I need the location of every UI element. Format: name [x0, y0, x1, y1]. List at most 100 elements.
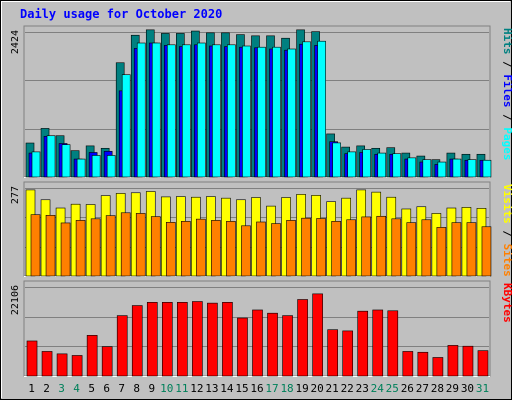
bar-hits-pages-28 — [437, 161, 447, 178]
x-tick-15: 15 — [235, 382, 248, 395]
x-tick-23: 23 — [356, 382, 369, 395]
x-tick-24: 24 — [371, 382, 385, 395]
bar-hits-pages-18 — [287, 48, 296, 178]
bar-visits-sites-23 — [361, 216, 372, 277]
bar-kbytes-kbytes-15 — [237, 317, 248, 377]
x-tick-2: 2 — [43, 382, 50, 395]
bar-visits-sites-8 — [135, 213, 146, 277]
bar-visits-sites-24 — [376, 215, 387, 277]
legend-part-hits-1: / — [501, 55, 512, 75]
bar-kbytes-kbytes-18 — [282, 315, 293, 377]
bar-hits-pages-19 — [302, 41, 311, 178]
max-label-hits: 2424 — [10, 30, 21, 54]
x-tick-19: 19 — [295, 382, 308, 395]
bar-visits-sites-14 — [226, 221, 236, 277]
bar-hits-pages-10 — [166, 44, 176, 178]
bar-hits-pages-8 — [136, 42, 146, 178]
bar-visits-sites-30 — [466, 222, 477, 277]
bar-visits-sites-27 — [421, 219, 432, 277]
x-tick-18: 18 — [280, 382, 293, 395]
legend-hits: Hits / Files / Pages — [501, 28, 512, 161]
bar-hits-pages-3 — [61, 144, 71, 178]
legend-part-hits-0: Hits — [501, 28, 512, 55]
bar-hits-pages-16 — [257, 46, 266, 178]
x-tick-3: 3 — [58, 382, 65, 395]
legend-part-hits-2: Files — [501, 74, 512, 107]
bar-kbytes-kbytes-16 — [252, 309, 263, 377]
bar-visits-sites-16 — [256, 221, 266, 277]
bar-visits-sites-9 — [150, 216, 161, 277]
x-tick-11: 11 — [175, 382, 188, 395]
bar-visits-sites-20 — [316, 218, 326, 277]
bar-visits-sites-2 — [45, 215, 56, 277]
bar-kbytes-kbytes-19 — [297, 299, 308, 377]
x-tick-1: 1 — [28, 382, 35, 395]
bar-hits-pages-20 — [317, 40, 326, 178]
x-tick-20: 20 — [311, 382, 324, 395]
bar-visits-sites-17 — [271, 223, 281, 277]
bar-hits-pages-14 — [227, 44, 236, 178]
bar-visits-sites-28 — [436, 227, 447, 277]
bar-visits-sites-10 — [165, 222, 176, 277]
bar-hits-pages-11 — [182, 44, 191, 178]
panel-kbytes: 22106 KBytes — [10, 280, 512, 377]
bar-kbytes-kbytes-12 — [192, 301, 203, 377]
bar-hits-pages-12 — [197, 42, 206, 178]
x-tick-26: 26 — [401, 382, 414, 395]
bar-hits-pages-13 — [212, 44, 221, 178]
bar-kbytes-kbytes-29 — [447, 345, 459, 377]
bar-visits-sites-4 — [75, 220, 86, 277]
bar-hits-pages-22 — [347, 151, 356, 178]
x-tick-4: 4 — [73, 382, 80, 395]
bar-visits-sites-15 — [241, 225, 251, 277]
max-label-visits: 277 — [10, 186, 21, 204]
x-tick-6: 6 — [103, 382, 110, 395]
panel-hits: 2424 Hits / Files / Pages — [10, 25, 512, 178]
x-tick-12: 12 — [190, 382, 203, 395]
bar-kbytes-kbytes-8 — [131, 305, 143, 377]
bar-kbytes-kbytes-28 — [432, 357, 444, 377]
bar-visits-sites-29 — [451, 222, 462, 277]
x-tick-14: 14 — [220, 382, 234, 395]
bar-kbytes-kbytes-5 — [86, 335, 98, 377]
x-tick-27: 27 — [416, 382, 429, 395]
bar-hits-pages-7 — [121, 74, 131, 178]
bar-hits-pages-26 — [407, 157, 417, 178]
x-tick-31: 31 — [476, 382, 489, 395]
bar-kbytes-kbytes-31 — [477, 350, 489, 377]
x-tick-22: 22 — [341, 382, 354, 395]
panel-visits: 277 Visits / Sites — [10, 181, 512, 277]
legend-part-visits-0: Visits — [501, 184, 512, 224]
bar-hits-pages-17 — [272, 46, 281, 178]
x-tick-9: 9 — [148, 382, 155, 395]
bar-visits-sites-5 — [90, 218, 101, 277]
bar-hits-pages-30 — [467, 159, 477, 178]
legend-part-visits-2: Sites — [501, 244, 512, 277]
bar-hits-pages-2 — [46, 135, 56, 178]
bar-hits-pages-31 — [482, 159, 492, 178]
bar-hits-pages-29 — [452, 158, 462, 178]
bar-visits-sites-26 — [406, 222, 417, 277]
bar-visits-sites-11 — [181, 221, 191, 277]
chart-title: Daily usage for October 2020 — [20, 7, 222, 21]
bar-kbytes-kbytes-24 — [372, 309, 384, 377]
bar-visits-sites-31 — [481, 226, 492, 277]
bar-visits-sites-22 — [346, 219, 356, 277]
x-tick-21: 21 — [326, 382, 339, 395]
bar-visits-sites-21 — [331, 221, 341, 277]
bar-kbytes-kbytes-30 — [462, 345, 474, 377]
x-tick-25: 25 — [386, 382, 399, 395]
bar-hits-pages-21 — [332, 142, 341, 178]
bar-kbytes-kbytes-22 — [342, 330, 354, 377]
legend-part-hits-4: Pages — [501, 127, 512, 160]
legend-part-visits-1: / — [501, 224, 512, 244]
x-tick-16: 16 — [250, 382, 263, 395]
bar-kbytes-kbytes-13 — [207, 302, 218, 377]
bar-visits-sites-3 — [60, 222, 71, 277]
bar-visits-sites-19 — [301, 217, 311, 277]
bar-visits-sites-25 — [391, 218, 402, 277]
x-tick-28: 28 — [431, 382, 444, 395]
bar-hits-pages-24 — [377, 152, 387, 178]
legend-kbytes: KBytes — [501, 283, 512, 323]
